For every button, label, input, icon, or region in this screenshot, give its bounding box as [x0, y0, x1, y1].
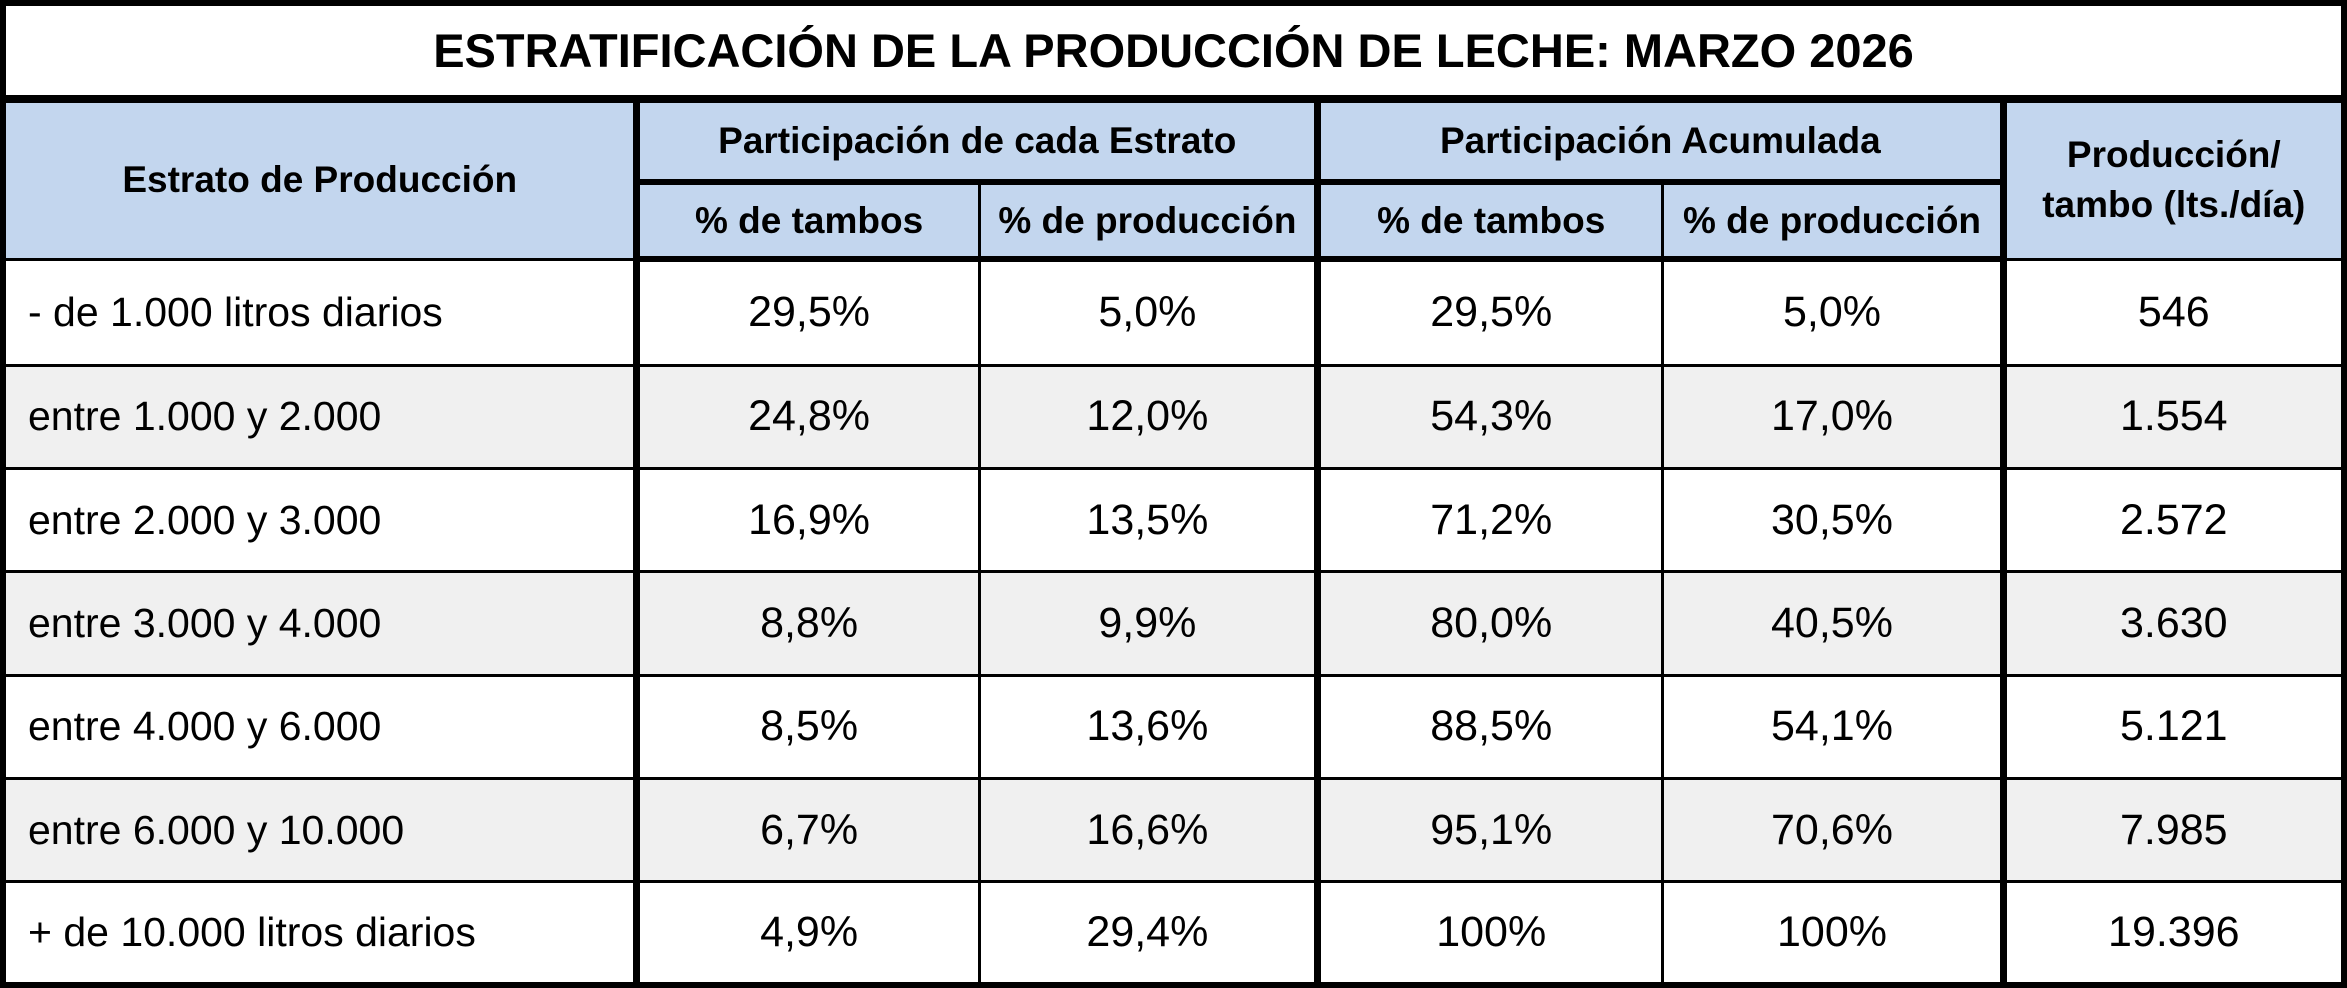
row-label: entre 6.000 y 10.000: [6, 776, 639, 884]
cell-acum-tambos: 100%: [1314, 880, 1665, 982]
cell-part-tambos: 8,5%: [633, 673, 981, 780]
column-header-estrato: Estrato de Producción: [6, 103, 639, 261]
cell-acum-produccion: 54,1%: [1661, 673, 2005, 780]
table-row: entre 2.000 y 3.000 16,9% 13,5% 71,2% 30…: [6, 467, 2341, 574]
cell-part-produccion: 29,4%: [977, 880, 1320, 982]
cell-produccion-tambo: 546: [1999, 257, 2341, 367]
cell-part-tambos: 24,8%: [633, 363, 981, 471]
table-title: ESTRATIFICACIÓN DE LA PRODUCCIÓN DE LECH…: [433, 24, 1914, 77]
cell-acum-produccion: 70,6%: [1661, 776, 2005, 884]
data-table: Estrato de Producción Participación de c…: [6, 103, 2341, 982]
row-label: entre 3.000 y 4.000: [6, 570, 639, 677]
group-header-participacion-acumulada: Participación Acumulada: [1314, 103, 2005, 185]
group-header-participacion-estrato: Participación de cada Estrato: [633, 103, 1320, 185]
cell-acum-tambos: 71,2%: [1314, 467, 1665, 574]
table-row: entre 1.000 y 2.000 24,8% 12,0% 54,3% 17…: [6, 363, 2341, 471]
table-title-bar: ESTRATIFICACIÓN DE LA PRODUCCIÓN DE LECH…: [6, 6, 2341, 103]
cell-acum-tambos: 29,5%: [1314, 257, 1665, 367]
cell-part-tambos: 4,9%: [633, 880, 981, 982]
cell-produccion-tambo: 3.630: [1999, 570, 2341, 677]
cell-acum-produccion: 17,0%: [1661, 363, 2005, 471]
cell-produccion-tambo: 5.121: [1999, 673, 2341, 780]
cell-part-produccion: 12,0%: [977, 363, 1320, 471]
cell-part-tambos: 8,8%: [633, 570, 981, 677]
cell-part-produccion: 13,5%: [977, 467, 1320, 574]
cell-produccion-tambo: 7.985: [1999, 776, 2341, 884]
row-label: entre 2.000 y 3.000: [6, 467, 639, 574]
cell-acum-produccion: 30,5%: [1661, 467, 2005, 574]
column-header-produccion-tambo: Producción/ tambo (lts./día): [1999, 103, 2341, 261]
cell-acum-produccion: 5,0%: [1661, 257, 2005, 367]
cell-part-produccion: 16,6%: [977, 776, 1320, 884]
cell-acum-produccion: 40,5%: [1661, 570, 2005, 677]
table-row: - de 1.000 litros diarios 29,5% 5,0% 29,…: [6, 257, 2341, 367]
row-label: entre 1.000 y 2.000: [6, 363, 639, 471]
cell-produccion-tambo: 2.572: [1999, 467, 2341, 574]
cell-acum-tambos: 95,1%: [1314, 776, 1665, 884]
cell-part-tambos: 29,5%: [633, 257, 981, 367]
cell-acum-produccion: 100%: [1661, 880, 2005, 982]
cell-part-produccion: 13,6%: [977, 673, 1320, 780]
column-header-produccion-line2: tambo (lts./día): [2042, 184, 2306, 226]
row-label: + de 10.000 litros diarios: [6, 880, 639, 982]
cell-part-produccion: 9,9%: [977, 570, 1320, 677]
row-label: entre 4.000 y 6.000: [6, 673, 639, 780]
header-sub-row: % de tambos % de producción % de tambos …: [6, 180, 2341, 262]
cell-acum-tambos: 88,5%: [1314, 673, 1665, 780]
column-header-produccion-line1: Producción/: [2066, 134, 2281, 176]
table-row: entre 3.000 y 4.000 8,8% 9,9% 80,0% 40,5…: [6, 570, 2341, 677]
table-row: + de 10.000 litros diarios 4,9% 29,4% 10…: [6, 880, 2341, 982]
cell-acum-tambos: 80,0%: [1314, 570, 1665, 677]
column-header-estrato-tambos: % de tambos: [633, 180, 981, 262]
header-group-row: Estrato de Producción Participación de c…: [6, 103, 2341, 261]
column-header-acumulada-tambos: % de tambos: [1314, 180, 1665, 262]
cell-produccion-tambo: 19.396: [1999, 880, 2341, 982]
row-label: - de 1.000 litros diarios: [6, 257, 639, 367]
table-row: entre 6.000 y 10.000 6,7% 16,6% 95,1% 70…: [6, 776, 2341, 884]
column-header-estrato-produccion: % de producción: [977, 180, 1320, 262]
cell-acum-tambos: 54,3%: [1314, 363, 1665, 471]
cell-part-tambos: 6,7%: [633, 776, 981, 884]
cell-part-produccion: 5,0%: [977, 257, 1320, 367]
cell-produccion-tambo: 1.554: [1999, 363, 2341, 471]
column-header-acumulada-produccion: % de producción: [1661, 180, 2005, 262]
table-row: entre 4.000 y 6.000 8,5% 13,6% 88,5% 54,…: [6, 673, 2341, 780]
cell-part-tambos: 16,9%: [633, 467, 981, 574]
